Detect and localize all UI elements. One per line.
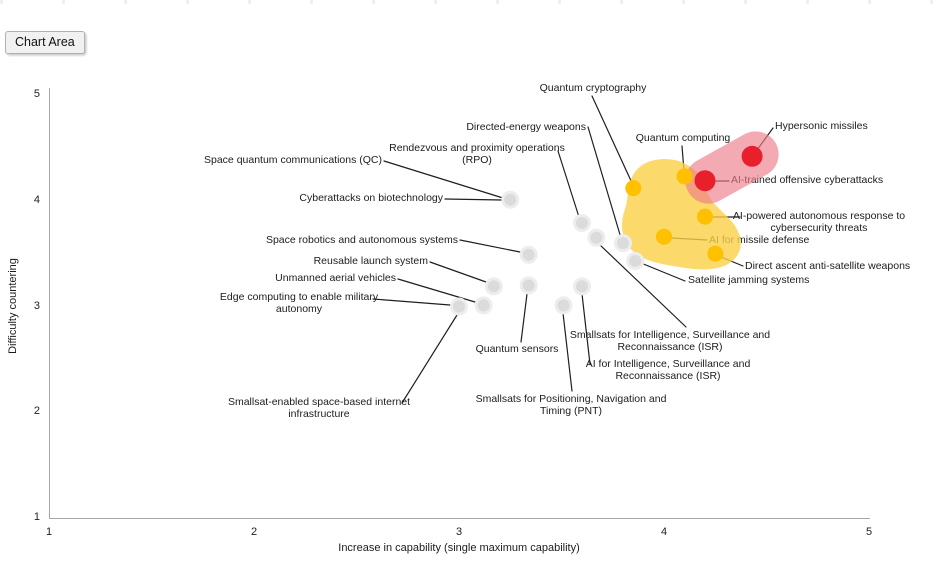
point-label-hypersonic-missiles: Hypersonic missiles xyxy=(775,120,868,132)
x-tick-label-4: 4 xyxy=(660,526,668,538)
chart-area-tooltip: Chart Area xyxy=(5,31,85,54)
point-label-cyberattacks-biotech: Cyberattacks on biotechnology xyxy=(299,192,443,204)
point-label-quantum-cryptography: Quantum cryptography xyxy=(539,82,647,94)
point-label-direct-ascent-asat: Direct ascent anti-satellite weapons xyxy=(745,260,911,272)
point-label-ai-isr: AI for Intelligence, Surveillance and Rec… xyxy=(585,358,751,382)
point-label-smallsats-isr: Smallsats for Intelligence, Surveillance… xyxy=(569,329,771,353)
y-axis-line xyxy=(48,88,50,519)
point-label-quantum-sensors: Quantum sensors xyxy=(475,343,559,355)
point-label-ai-trained-cyberattacks: AI-trained offensive cyberattacks xyxy=(731,174,884,186)
point-label-edge-computing: Edge computing to enable military autonom… xyxy=(219,291,379,315)
x-axis-title: Increase in capability (single maximum c… xyxy=(338,542,580,554)
point-label-uav: Unmanned aerial vehicles xyxy=(275,272,396,284)
point-label-satellite-jamming: Satellite jamming systems xyxy=(688,274,810,286)
y-tick-label-5: 5 xyxy=(33,88,40,100)
y-tick-label-3: 3 xyxy=(33,299,40,312)
point-label-space-qc: Space quantum communications (QC) xyxy=(204,154,382,166)
point-label-smallsat-internet: Smallsat-enabled space-based internet inf… xyxy=(227,396,411,420)
y-tick-label-1: 1 xyxy=(33,511,40,523)
x-tick-label-3: 3 xyxy=(455,526,463,538)
x-tick-label-5: 5 xyxy=(865,526,873,538)
y-tick-label-4: 4 xyxy=(33,193,40,206)
x-axis-line xyxy=(48,518,870,520)
point-label-quantum-computing: Quantum computing xyxy=(635,132,731,144)
x-tick-label-1: 1 xyxy=(45,526,53,538)
point-label-smallsats-pnt: Smallsats for Positioning, Navigation an… xyxy=(475,393,667,417)
cropped-text-artifact xyxy=(0,0,936,4)
chart-area-tooltip-label: Chart Area xyxy=(15,35,75,49)
point-label-rpo: Rendezvous and proximity operations (RPO) xyxy=(389,142,565,166)
point-label-space-robotics: Space robotics and autonomous systems xyxy=(265,234,458,246)
x-tick-label-2: 2 xyxy=(250,526,258,538)
point-label-ai-missile-defense: AI for missile defense xyxy=(709,234,810,246)
point-label-ai-powered-response: AI-powered autonomous response to cyberse… xyxy=(732,210,906,234)
point-label-directed-energy: Directed-energy weapons xyxy=(466,121,586,133)
point-label-reusable-launch: Reusable launch system xyxy=(313,255,428,267)
y-tick-label-2: 2 xyxy=(33,405,40,418)
